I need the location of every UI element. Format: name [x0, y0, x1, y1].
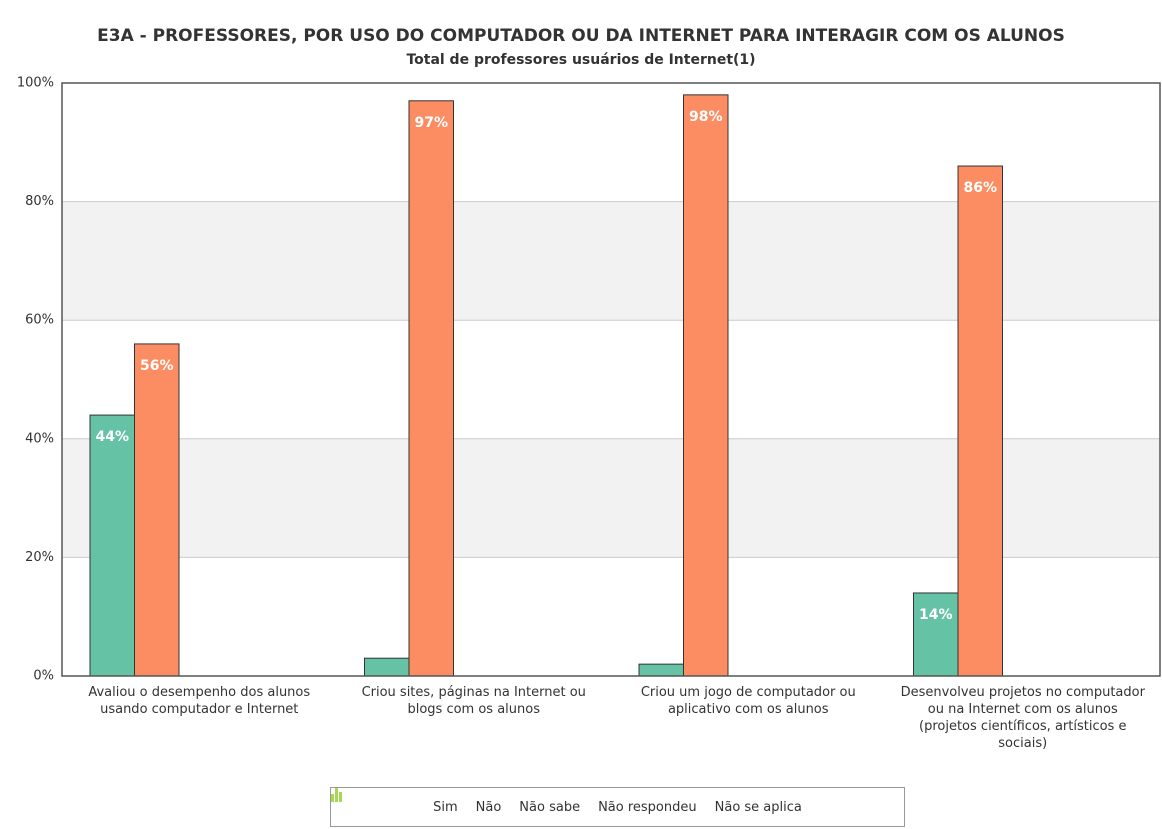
- data-label: 14%: [919, 607, 953, 623]
- y-tick-label: 80%: [25, 194, 54, 209]
- legend-label: Sim: [433, 799, 458, 815]
- data-label: 86%: [963, 180, 997, 196]
- data-label: 56%: [140, 358, 174, 374]
- chart-subtitle: Total de professores usuários de Interne…: [406, 52, 756, 68]
- plot-frame: [61, 82, 1161, 677]
- legend-swatch: [331, 788, 342, 802]
- y-tick-label: 20%: [25, 550, 54, 565]
- data-label: 98%: [689, 109, 723, 125]
- y-tick-label: 0%: [33, 669, 54, 684]
- legend-label: Não respondeu: [598, 799, 697, 815]
- x-tick-label: Avaliou o desempenho dos alunos usando c…: [88, 685, 311, 717]
- legend-swatch-bar: [335, 788, 338, 802]
- x-tick-label: Criou sites, páginas na Internet ou blog…: [361, 685, 586, 717]
- bar: [683, 94, 729, 677]
- bar: [408, 100, 454, 677]
- bar: [913, 592, 959, 677]
- bar: [89, 414, 135, 677]
- bar: [364, 657, 410, 677]
- legend-swatch-bar: [339, 792, 342, 802]
- legend-item: Não se aplica: [331, 788, 802, 815]
- chart-title: E3A - PROFESSORES, POR USO DO COMPUTADOR…: [97, 26, 1065, 46]
- legend-label: Não: [475, 799, 502, 815]
- data-label: 44%: [95, 429, 129, 445]
- legend-item: Sim: [331, 788, 458, 815]
- x-tick-label: Desenvolveu projetos no computador ou na…: [900, 685, 1145, 751]
- legend-label: Não se aplica: [714, 799, 802, 815]
- y-tick-label: 60%: [25, 313, 54, 328]
- legend: Sim Não Não sabe Não respondeu Não se aplica: [330, 787, 905, 827]
- bar: [134, 343, 180, 677]
- x-tick-label: Criou um jogo de computador ou aplicativ…: [640, 685, 856, 717]
- bar: [638, 663, 684, 677]
- y-tick-label: 100%: [17, 76, 54, 91]
- legend-item: Não respondeu: [331, 788, 697, 815]
- data-label: 97%: [414, 115, 448, 131]
- legend-swatch-bar: [331, 794, 334, 802]
- bar: [957, 165, 1003, 677]
- legend-item: Não: [331, 788, 502, 815]
- legend-item: Não sabe: [331, 788, 581, 815]
- legend-label: Não sabe: [519, 799, 581, 815]
- y-tick-label: 40%: [25, 431, 54, 446]
